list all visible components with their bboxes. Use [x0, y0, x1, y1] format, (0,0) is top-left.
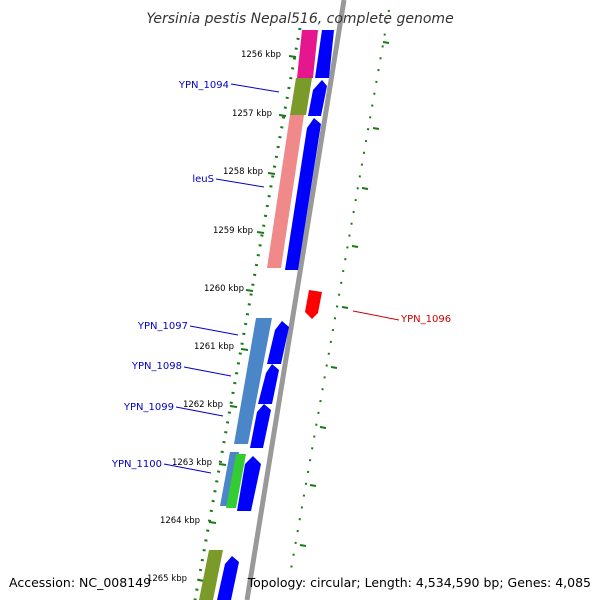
kbp-label: 1263 kbp — [172, 458, 212, 468]
kbp-label: 1257 kbp — [232, 109, 272, 119]
kbp-label: 1258 kbp — [223, 167, 263, 177]
gene-label-ypn1100: YPN_1100 — [111, 459, 162, 470]
kbp-label: 1265 kbp — [147, 574, 187, 584]
cds-ypn1096-reverse — [305, 290, 322, 319]
gene-labels: YPN_1094 leuS YPN_1097 YPN_1098 YPN_1099… — [111, 80, 451, 470]
gene-label-ypn1098: YPN_1098 — [131, 361, 182, 372]
category-track — [199, 30, 318, 600]
feature-olive-bottom — [199, 550, 223, 600]
outer-scale-ticks — [299, 41, 390, 547]
leader-ypn1094 — [230, 83, 280, 93]
leader-ypn1096 — [352, 310, 400, 321]
feature-green-1100 — [226, 454, 246, 508]
leader-ypn1100 — [163, 463, 212, 474]
gene-label-ypn1097: YPN_1097 — [137, 321, 188, 332]
gene-label-ypn1096: YPN_1096 — [400, 314, 451, 325]
cds-arrow — [250, 404, 271, 448]
kbp-label: 1256 kbp — [241, 50, 281, 60]
leader-ypn1097 — [189, 325, 239, 336]
kbp-label: 1259 kbp — [213, 226, 253, 236]
leader-ypn1099 — [175, 406, 224, 417]
cds-arrow — [315, 30, 334, 78]
leader-ypn1098 — [183, 366, 232, 377]
kbp-label: 1261 kbp — [194, 342, 234, 352]
kbp-label: 1262 kbp — [183, 400, 223, 410]
label-leaders — [163, 83, 400, 474]
cds-arrow — [217, 556, 239, 600]
map-title: Yersinia pestis Nepal516, complete genom… — [146, 11, 453, 27]
feature-salmon-leuS — [267, 115, 304, 268]
inner-dotted-track — [193, 27, 302, 600]
accession-text: Accession: NC_008149 — [9, 575, 151, 590]
forward-cds-track — [217, 30, 334, 600]
cds-arrow — [308, 80, 327, 116]
gene-label-leuS: leuS — [192, 174, 214, 185]
feature-steelblue-1097-1099 — [234, 318, 272, 444]
cds-arrow — [237, 456, 261, 511]
kbp-ticks — [197, 55, 297, 582]
gene-label-ypn1099: YPN_1099 — [123, 402, 174, 413]
kbp-label: 1264 kbp — [160, 516, 200, 526]
genome-backbone — [244, 0, 347, 600]
cds-arrow — [285, 118, 321, 270]
kbp-labels: 1256 kbp 1257 kbp 1258 kbp 1259 kbp 1260… — [147, 50, 281, 584]
cds-arrow — [258, 364, 279, 404]
feature-magenta — [297, 30, 318, 78]
topology-text: Topology: circular; Length: 4,534,590 bp… — [247, 575, 591, 590]
feature-olive-1094 — [290, 78, 312, 115]
gene-label-ypn1094: YPN_1094 — [178, 80, 229, 91]
leader-leuS — [215, 178, 265, 188]
kbp-label: 1260 kbp — [204, 284, 244, 294]
cds-arrow — [267, 321, 289, 364]
